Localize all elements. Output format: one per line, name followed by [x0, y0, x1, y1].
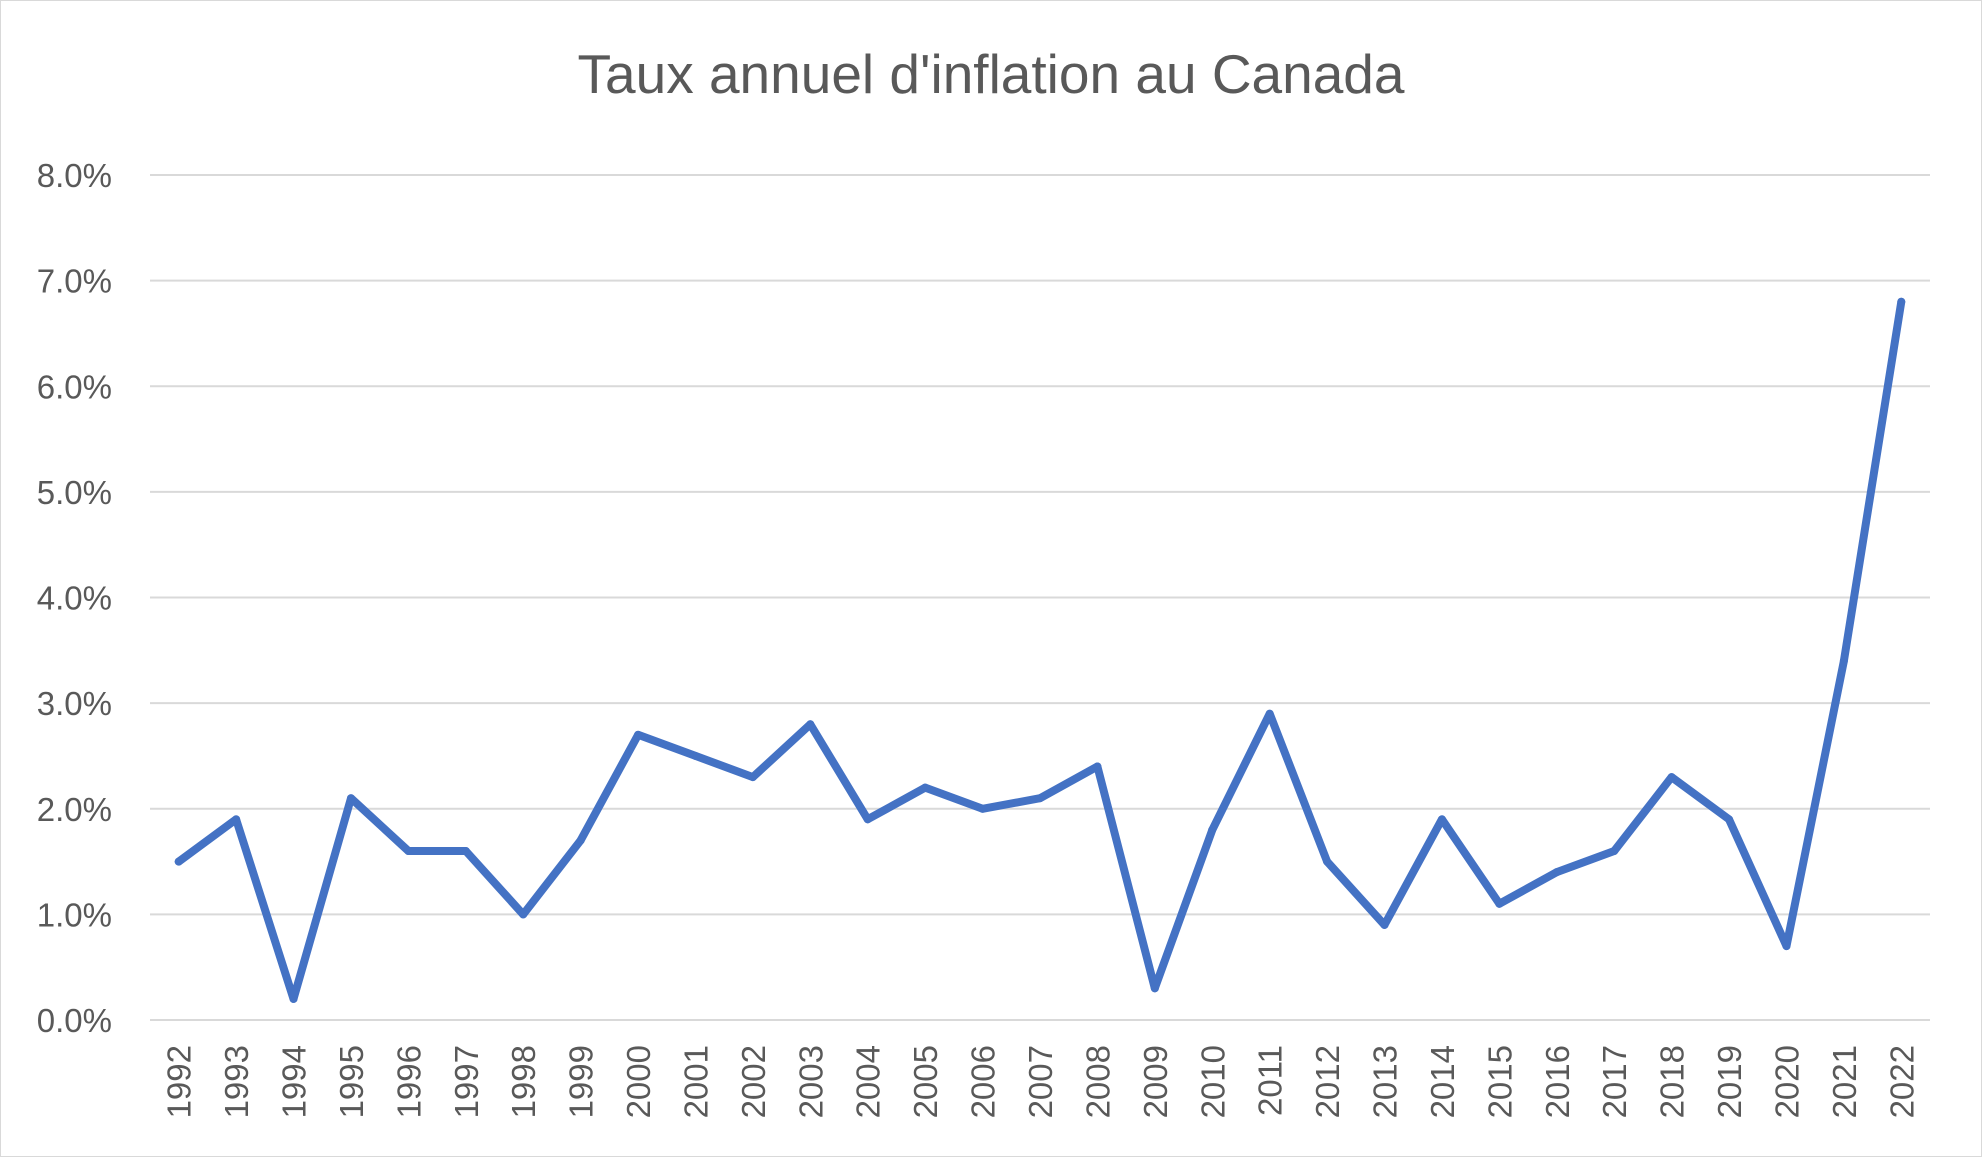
y-tick-label: 6.0% [37, 368, 112, 405]
y-tick-label: 0.0% [37, 1002, 112, 1039]
x-tick-label: 2005 [907, 1045, 944, 1118]
x-tick-label: 2006 [965, 1045, 1002, 1118]
x-tick-label: 2009 [1137, 1045, 1174, 1118]
x-tick-label: 2019 [1711, 1045, 1748, 1118]
data-point [346, 794, 355, 803]
data-point [576, 836, 585, 845]
data-point [1036, 794, 1044, 803]
x-tick-label: 2021 [1826, 1045, 1863, 1118]
data-point [1897, 297, 1906, 306]
data-point [691, 751, 700, 760]
series-layer [174, 297, 1906, 1003]
data-point [461, 847, 470, 855]
y-axis-ticks: 0.0% 1.0% 2.0% 3.0% 4.0% 5.0% 6.0% 7.0% 8.0% [37, 157, 112, 1039]
y-tick-label: 3.0% [37, 685, 112, 722]
data-point [289, 994, 298, 1003]
x-tick-label: 2014 [1424, 1045, 1461, 1118]
x-tick-label: 1995 [333, 1045, 370, 1118]
data-point [232, 815, 241, 824]
gridlines [150, 174, 1930, 1021]
data-point [519, 910, 528, 919]
x-tick-label: 2015 [1481, 1045, 1518, 1118]
x-tick-label: 1997 [448, 1045, 485, 1118]
y-tick-label: 8.0% [37, 157, 112, 194]
y-tick-label: 5.0% [37, 474, 112, 511]
series-line [174, 297, 1906, 1003]
data-point [1380, 920, 1389, 929]
data-point [748, 773, 757, 782]
x-tick-label: 2013 [1367, 1045, 1404, 1118]
x-tick-label: 2008 [1079, 1045, 1116, 1118]
data-point [1667, 773, 1676, 782]
x-tick-label: 2003 [792, 1045, 829, 1118]
x-tick-label: 2002 [735, 1045, 772, 1118]
data-point [1495, 899, 1504, 908]
x-tick-label: 1994 [276, 1045, 313, 1118]
x-tick-label: 2016 [1539, 1045, 1576, 1118]
y-tick-label: 7.0% [37, 263, 112, 300]
data-point [1323, 857, 1332, 866]
data-point [978, 804, 987, 813]
x-axis-ticks: 1992 1993 1994 1995 1996 1997 1998 1999 2000 2001… [161, 1045, 1921, 1118]
data-point [1782, 942, 1791, 951]
data-point [404, 847, 413, 855]
data-point [863, 815, 872, 824]
y-tick-label: 4.0% [37, 580, 112, 617]
x-tick-label: 2001 [677, 1045, 714, 1118]
data-point [1437, 815, 1446, 824]
x-tick-label: 2020 [1768, 1045, 1805, 1118]
x-tick-label: 2017 [1596, 1045, 1633, 1118]
data-point [1208, 825, 1217, 834]
data-point [1552, 868, 1561, 877]
x-tick-label: 2012 [1309, 1045, 1346, 1118]
data-point [806, 720, 815, 729]
y-tick-label: 2.0% [37, 791, 112, 828]
data-point [1839, 656, 1848, 665]
x-tick-label: 2000 [620, 1045, 657, 1118]
x-tick-label: 2022 [1883, 1045, 1920, 1118]
x-tick-label: 1998 [505, 1045, 542, 1118]
x-tick-label: 1999 [563, 1045, 600, 1118]
chart-title: Taux annuel d'inflation au Canada [577, 43, 1405, 105]
x-tick-label: 2004 [850, 1045, 887, 1118]
x-tick-label: 2007 [1022, 1045, 1059, 1118]
data-point [634, 730, 643, 739]
x-tick-label: 1996 [390, 1045, 427, 1118]
data-point [1265, 709, 1274, 718]
data-point [174, 857, 183, 866]
x-tick-label: 2018 [1654, 1045, 1691, 1118]
x-tick-label: 1993 [218, 1045, 255, 1118]
data-point [1725, 815, 1734, 824]
x-tick-label: 2011 [1252, 1045, 1289, 1116]
x-tick-label: 2010 [1194, 1045, 1231, 1118]
y-tick-label: 1.0% [37, 896, 112, 933]
data-point [1150, 984, 1159, 993]
data-point [1093, 762, 1102, 771]
data-point [1610, 847, 1619, 855]
data-point [921, 783, 930, 792]
x-tick-label: 1992 [161, 1045, 198, 1118]
